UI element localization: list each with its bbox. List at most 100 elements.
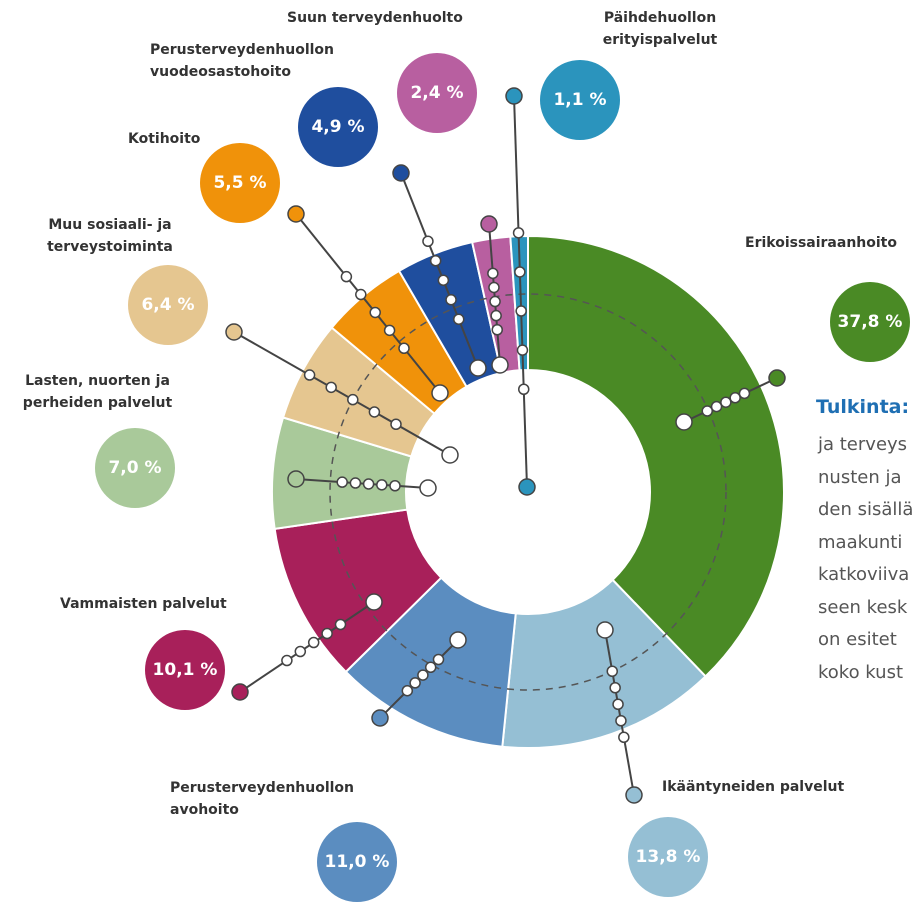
connector-dot [615, 715, 627, 727]
connector [295, 478, 429, 489]
connector-dot [336, 476, 348, 488]
connector-dot [432, 653, 445, 666]
connector-dot [512, 227, 525, 239]
connector-dot [409, 677, 421, 689]
connector-dot [362, 478, 375, 490]
connector-dot [518, 383, 530, 395]
value-bubble: 10,1 % [145, 630, 225, 710]
annotation-line: den sisällä [818, 499, 914, 520]
connector-dot [325, 381, 337, 394]
connector-start [469, 359, 487, 377]
connector-dot [738, 387, 751, 400]
value-bubble: 4,9 % [298, 87, 378, 167]
annotation-line: ja terveys [818, 434, 908, 455]
connector [488, 223, 501, 366]
value-bubble: 5,5 % [200, 143, 280, 223]
connector-dot [710, 400, 723, 413]
category-label: Perusterveydenhuollon vuodeosastohoito [150, 42, 335, 80]
donut-segment [527, 234, 785, 678]
connector [513, 95, 528, 488]
category-label: Perusterveydenhuollon avohoito [170, 780, 355, 818]
connector-dot [609, 682, 621, 694]
connector-dot [487, 267, 499, 280]
connector-dot [383, 324, 396, 337]
category-label: Kotihoito [128, 131, 201, 147]
category-label: Suun terveydenhuolto [287, 10, 463, 26]
connector-end [625, 786, 643, 804]
connector-dot [491, 324, 503, 336]
connector-dot [445, 294, 457, 306]
connector-dot [321, 627, 333, 640]
annotation-line: nusten ja [818, 466, 902, 488]
connector-dot [429, 255, 442, 267]
connector-end [480, 215, 498, 233]
connector-dot [514, 266, 526, 278]
connector [233, 331, 451, 456]
connector [400, 172, 479, 369]
connector [295, 213, 441, 394]
annotation-line: seen kesk [818, 596, 908, 618]
connector-dot [701, 405, 713, 417]
connector-end [768, 369, 786, 387]
connector-dot [515, 305, 527, 317]
connector-dot [417, 669, 429, 681]
connector-end [371, 709, 389, 727]
connector-start [518, 478, 536, 496]
annotation-line: maakunti [818, 531, 903, 553]
connector-start [365, 593, 383, 611]
connector-start [596, 621, 614, 639]
connector-dot [349, 477, 362, 489]
connector-dot [347, 393, 359, 406]
connector-dot [489, 295, 501, 308]
connector [604, 629, 635, 796]
connector-dot [369, 306, 381, 319]
connector-dot [729, 392, 741, 404]
connector-start [419, 479, 437, 497]
value-bubble: 6,4 % [128, 265, 208, 345]
connector-dot [376, 479, 388, 491]
value-bubble: 2,4 % [397, 53, 477, 133]
connector-dot [303, 369, 316, 381]
connector-dot [390, 418, 402, 430]
connector-dot [334, 618, 347, 631]
connector-dot [424, 661, 437, 674]
category-label: Lasten, nuorten ja perheiden palvelut [22, 373, 173, 411]
annotation-line: on esitet [818, 629, 897, 650]
value-bubble: 11,0 % [317, 822, 397, 902]
connector-dot [488, 281, 500, 294]
connector-dot [606, 665, 618, 677]
connector-dot [281, 654, 293, 667]
value-bubble: 7,0 % [95, 428, 175, 508]
connector-end [392, 164, 410, 182]
connector-dot [294, 645, 307, 658]
connector-dot [340, 270, 353, 283]
category-label: Muu sosiaali- ja terveystoiminta [47, 217, 173, 255]
connector-dot [355, 288, 367, 301]
connector-dot [401, 684, 414, 697]
value-bubble: 37,8 % [830, 282, 910, 362]
connector-end [225, 323, 243, 341]
connector-end [231, 683, 249, 701]
category-label: Päihdehuollon erityispalvelut [602, 10, 718, 48]
connector-dot [453, 313, 465, 325]
connector-dot [422, 235, 434, 247]
connector-start [675, 413, 693, 431]
annotation-title: Tulkinta: [816, 396, 910, 418]
connector [239, 601, 375, 693]
connector-start [491, 356, 509, 374]
connector-end [287, 470, 305, 488]
annotation-line: katkoviiva [818, 564, 910, 585]
connector-dot [490, 309, 502, 322]
connector-start [449, 631, 467, 649]
connector-start [431, 384, 449, 402]
value-bubble: 13,8 % [628, 817, 708, 897]
reference-circle [329, 293, 727, 691]
connector-dot [307, 636, 320, 649]
category-label: Vammaisten palvelut [60, 596, 227, 612]
category-label: Erikoissairaanhoito [745, 235, 897, 251]
donut-segment [501, 578, 707, 749]
connector-dot [516, 344, 529, 356]
value-bubble: 1,1 % [540, 60, 620, 140]
connector-end [287, 205, 305, 223]
